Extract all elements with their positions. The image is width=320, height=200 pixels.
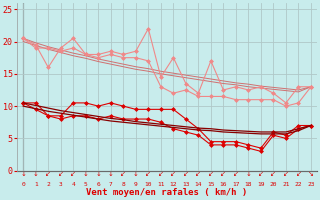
X-axis label: Vent moyen/en rafales ( km/h ): Vent moyen/en rafales ( km/h ) (86, 188, 248, 197)
